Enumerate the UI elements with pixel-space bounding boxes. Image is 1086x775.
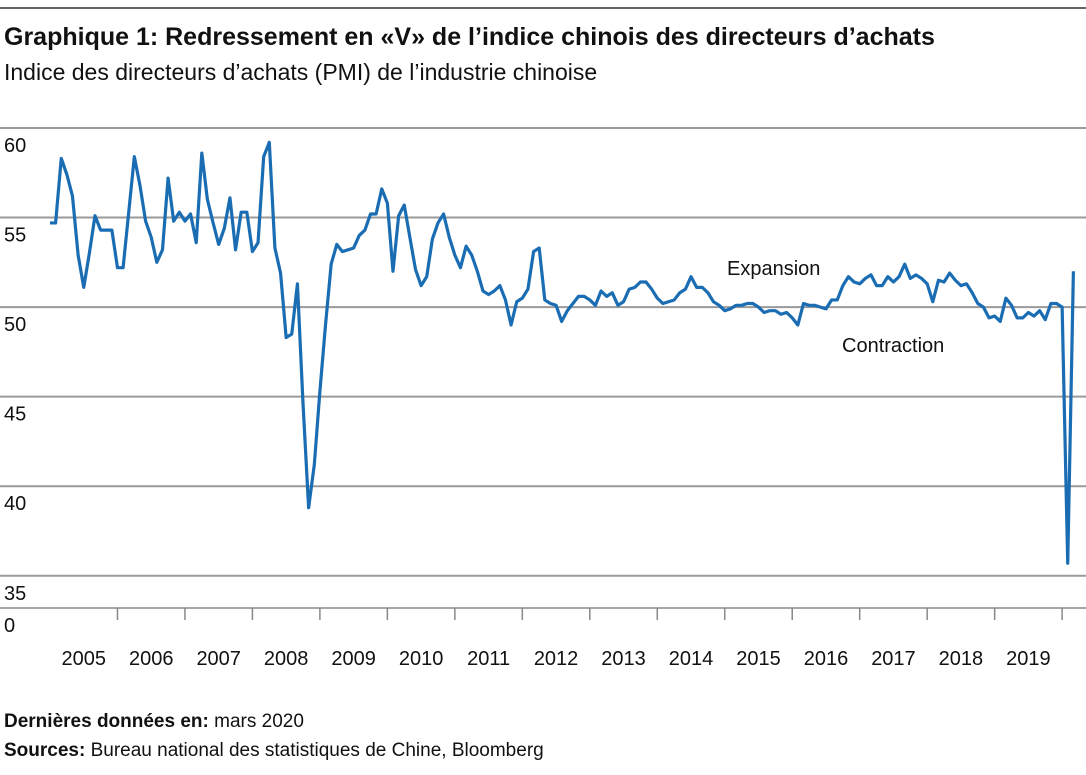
x-tick-label: 2007	[196, 648, 241, 670]
y-tick-label: 35	[4, 583, 26, 605]
chart-subtitle: Indice des directeurs d’achats (PMI) de …	[4, 59, 597, 85]
x-tick-label: 2016	[804, 648, 849, 670]
y-tick-label: 40	[4, 493, 26, 515]
footer-text: mars 2020	[214, 711, 304, 732]
y-tick-label: 50	[4, 314, 26, 336]
x-tick-label: 2010	[399, 648, 444, 670]
footer-label: Dernières données en:	[4, 711, 209, 732]
x-tick-label: 2005	[61, 648, 106, 670]
chart-title: Graphique 1: Redressement en «V» de l’in…	[4, 23, 935, 51]
annotation: Expansion	[727, 258, 820, 280]
x-tick-label: 2015	[736, 648, 781, 670]
x-tick-label: 2012	[534, 648, 579, 670]
annotation: Contraction	[842, 335, 944, 357]
x-tick-label: 2006	[129, 648, 174, 670]
x-tick-label: 2014	[669, 648, 714, 670]
x-tick-label: 2013	[601, 648, 646, 670]
y-tick-label: 55	[4, 225, 26, 247]
x-tick-label: 2011	[467, 648, 510, 670]
x-tick-label: 2017	[871, 648, 916, 670]
x-tick-label: 2019	[1006, 648, 1051, 670]
footer-text: Bureau national des statistiques de Chin…	[91, 740, 544, 761]
series-line	[50, 140, 1075, 565]
x-tick-label: 2008	[264, 648, 309, 670]
y-tick-label: 60	[4, 135, 26, 157]
footer: Dernières données en: mars 2020	[4, 711, 304, 732]
footer: Sources: Bureau national des statistique…	[4, 740, 544, 761]
y-tick-label: 45	[4, 404, 26, 426]
axis-break-label: 0	[4, 615, 15, 637]
x-tick-label: 2018	[939, 648, 984, 670]
footer-label: Sources:	[4, 740, 85, 761]
x-tick-label: 2009	[331, 648, 376, 670]
